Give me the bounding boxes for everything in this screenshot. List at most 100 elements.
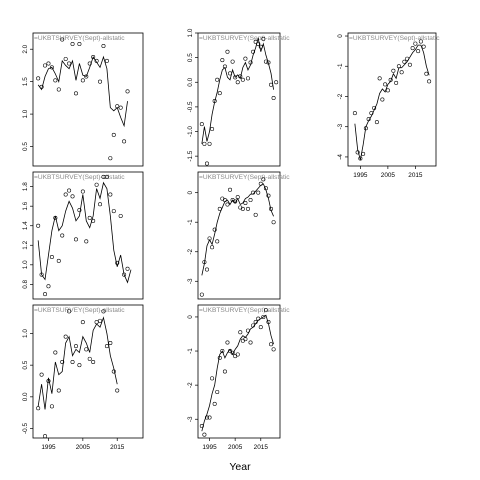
data-point [253,320,258,325]
y-tick-label: -3 [337,123,344,129]
data-point [36,406,41,411]
data-point [271,96,276,101]
data-point [94,58,99,63]
data-point [410,46,415,51]
series-line [37,181,132,284]
data-point [204,415,209,420]
y-tick-label: 2.0 [22,44,29,53]
data-point [98,318,103,323]
panel-frame [197,304,281,439]
data-point [383,82,388,87]
y-tick-label: 1.8 [22,182,29,191]
panel-label: =UKBTSURVEY(Sept)-allstatic [34,174,125,181]
y-tick-label: 0.8 [22,279,29,288]
y-tick-label: -0.5 [22,423,29,434]
data-point [77,208,82,213]
data-point [388,77,393,82]
panel-r2c1: 0.8 1.0 1.2 1.4 1.6 1.8 =UKBTSURVEY(Sept)-alls… [22,171,144,300]
x-tick-label: 2005 [76,444,91,451]
panel-frame [347,32,437,167]
data-point [43,63,48,68]
data-point [118,105,123,110]
data-point [70,359,75,364]
y-tick-label: 0 [187,190,194,194]
x-tick-label: 1995 [41,444,56,451]
data-point [46,378,51,383]
data-point [369,111,374,116]
data-point [212,98,217,103]
data-point [111,369,116,374]
data-point [80,320,85,325]
data-point [217,206,222,211]
panel-label: =UKBTSURVEY(Sept)-allstatic [199,35,290,42]
data-point [84,239,89,244]
x-tick-label: 2015 [408,172,423,179]
data-point [243,201,248,206]
data-point [46,61,51,66]
data-point [56,87,61,92]
data-point [361,151,366,156]
data-point [245,76,250,81]
data-point [207,141,212,146]
panel-content [199,36,279,166]
data-point [251,323,256,328]
y-tick-label: 1.6 [22,201,29,210]
data-point [111,132,116,137]
data-point [207,236,212,241]
y-tick-label: -1 [187,348,194,354]
data-point [67,61,72,66]
data-point [248,60,253,65]
data-point [77,363,82,368]
data-point [210,245,215,250]
data-point [220,349,225,354]
data-point [248,340,253,345]
data-point [80,78,85,83]
data-point [49,404,54,409]
data-point [271,220,276,225]
data-point [46,284,51,289]
x-tick-label: 2015 [110,444,125,451]
y-tick-label: -3 [187,416,194,422]
data-point [263,59,268,64]
data-point [202,141,207,146]
data-point [352,111,357,116]
y-tick-label: 0.0 [187,77,194,86]
data-point [202,432,207,437]
data-point [217,355,222,360]
data-point [49,254,54,259]
panel-r3c2: -3 -2 -1 0 1995 2005 2015 =UKBTSURVEY(Sept)-all… [187,304,290,451]
series-line [354,44,430,161]
data-point [204,161,209,166]
y-tick-label: 1.0 [22,260,29,269]
data-point [63,56,68,61]
data-point [256,41,261,46]
data-point [101,309,106,314]
data-point [210,376,215,381]
data-point [204,267,209,272]
panel-label: =UKBTSURVEY(Sept)-allstatic [199,174,290,181]
panel-label: =UKBTSURVEY(Sept)-allstatic [199,307,290,314]
data-point [253,212,258,217]
data-point [230,59,235,64]
data-point [233,199,238,204]
data-point [67,188,72,193]
data-point [125,266,130,271]
data-point [108,340,113,345]
data-point [418,39,423,44]
data-point [115,260,120,265]
series-line [201,37,274,144]
x-tick-label: 2015 [254,444,269,451]
panel-r1c2: -1.5 -1.0 -0.5 0.0 0.5 1.0 =UKBTSURVEY(Sept)-a… [187,28,290,167]
data-point [77,42,82,47]
data-point [94,182,99,187]
panel-r2c2: -3 -2 -1 0 =UKBTSURVEY(Sept)-allstatic [187,171,290,300]
data-point [104,174,109,179]
data-point [235,195,240,200]
y-tick-label: 1.5 [22,77,29,86]
data-point [266,320,271,325]
data-point [108,156,113,161]
panel-label: =UKBTSURVEY(Sept)-allstatic [349,35,440,42]
y-tick-label: -2 [187,382,194,388]
data-point [53,215,58,220]
